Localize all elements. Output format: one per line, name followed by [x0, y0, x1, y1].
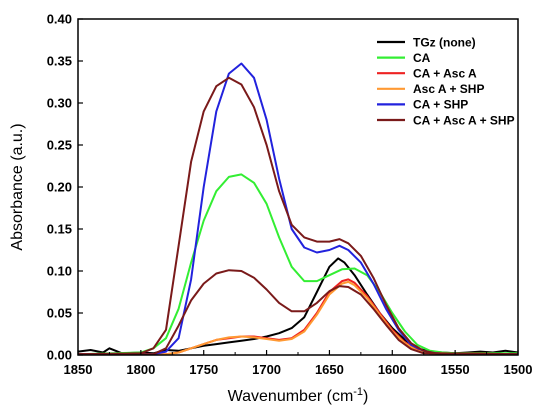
- legend-label: TGz (none): [413, 35, 476, 49]
- series-line-4: [78, 62, 518, 356]
- y-axis: 0.00 0.05 0.10 0.15 0.20 0.25 0.30 0.35 0.40: [47, 12, 83, 363]
- x-axis-label-main: Wavenumber (cm: [228, 388, 354, 405]
- x-tick-label: 1850: [64, 362, 93, 377]
- x-tick-label: 1550: [441, 362, 470, 377]
- series-line-1: [77, 173, 518, 356]
- x-axis-label: Wavenumber (cm-1): [228, 386, 369, 405]
- series-line-6: [78, 269, 519, 356]
- x-tick-label: 1500: [504, 362, 533, 377]
- y-tick-label: 0.15: [47, 222, 72, 237]
- x-axis: 1850 1800 1750 1700 1650 1600 1550 1500: [64, 350, 533, 377]
- x-axis-label-close: ): [363, 388, 368, 405]
- x-tick-label: 1800: [126, 362, 155, 377]
- legend-label: Asc A + SHP: [413, 82, 484, 96]
- x-tick-label: 1750: [189, 362, 218, 377]
- y-tick-label: 0.10: [47, 264, 72, 279]
- y-tick-label: 0.35: [47, 54, 72, 69]
- series-line-2: [78, 278, 519, 356]
- series-layer: [77, 62, 519, 356]
- y-tick-label: 0.20: [47, 180, 72, 195]
- series-line-5: [77, 76, 518, 356]
- x-tick-label: 1700: [252, 362, 281, 377]
- x-tick-label: 1650: [315, 362, 344, 377]
- y-axis-label: Absorbance (a.u.): [9, 123, 26, 250]
- legend-label: CA + SHP: [413, 98, 468, 112]
- x-tick-label: 1600: [378, 362, 407, 377]
- legend-label: CA: [413, 51, 431, 65]
- y-tick-label: 0.30: [47, 96, 72, 111]
- legend-label: CA + Asc A: [413, 67, 477, 81]
- y-tick-label: 0.05: [47, 306, 72, 321]
- legend-label: CA + Asc A + SHP: [413, 113, 515, 127]
- x-axis-label-superscript: -1: [353, 386, 363, 398]
- y-tick-label: 0.25: [47, 138, 72, 153]
- y-tick-label: 0.40: [47, 12, 72, 27]
- y-tick-label: 0.00: [47, 348, 72, 363]
- series-line-3: [78, 280, 519, 356]
